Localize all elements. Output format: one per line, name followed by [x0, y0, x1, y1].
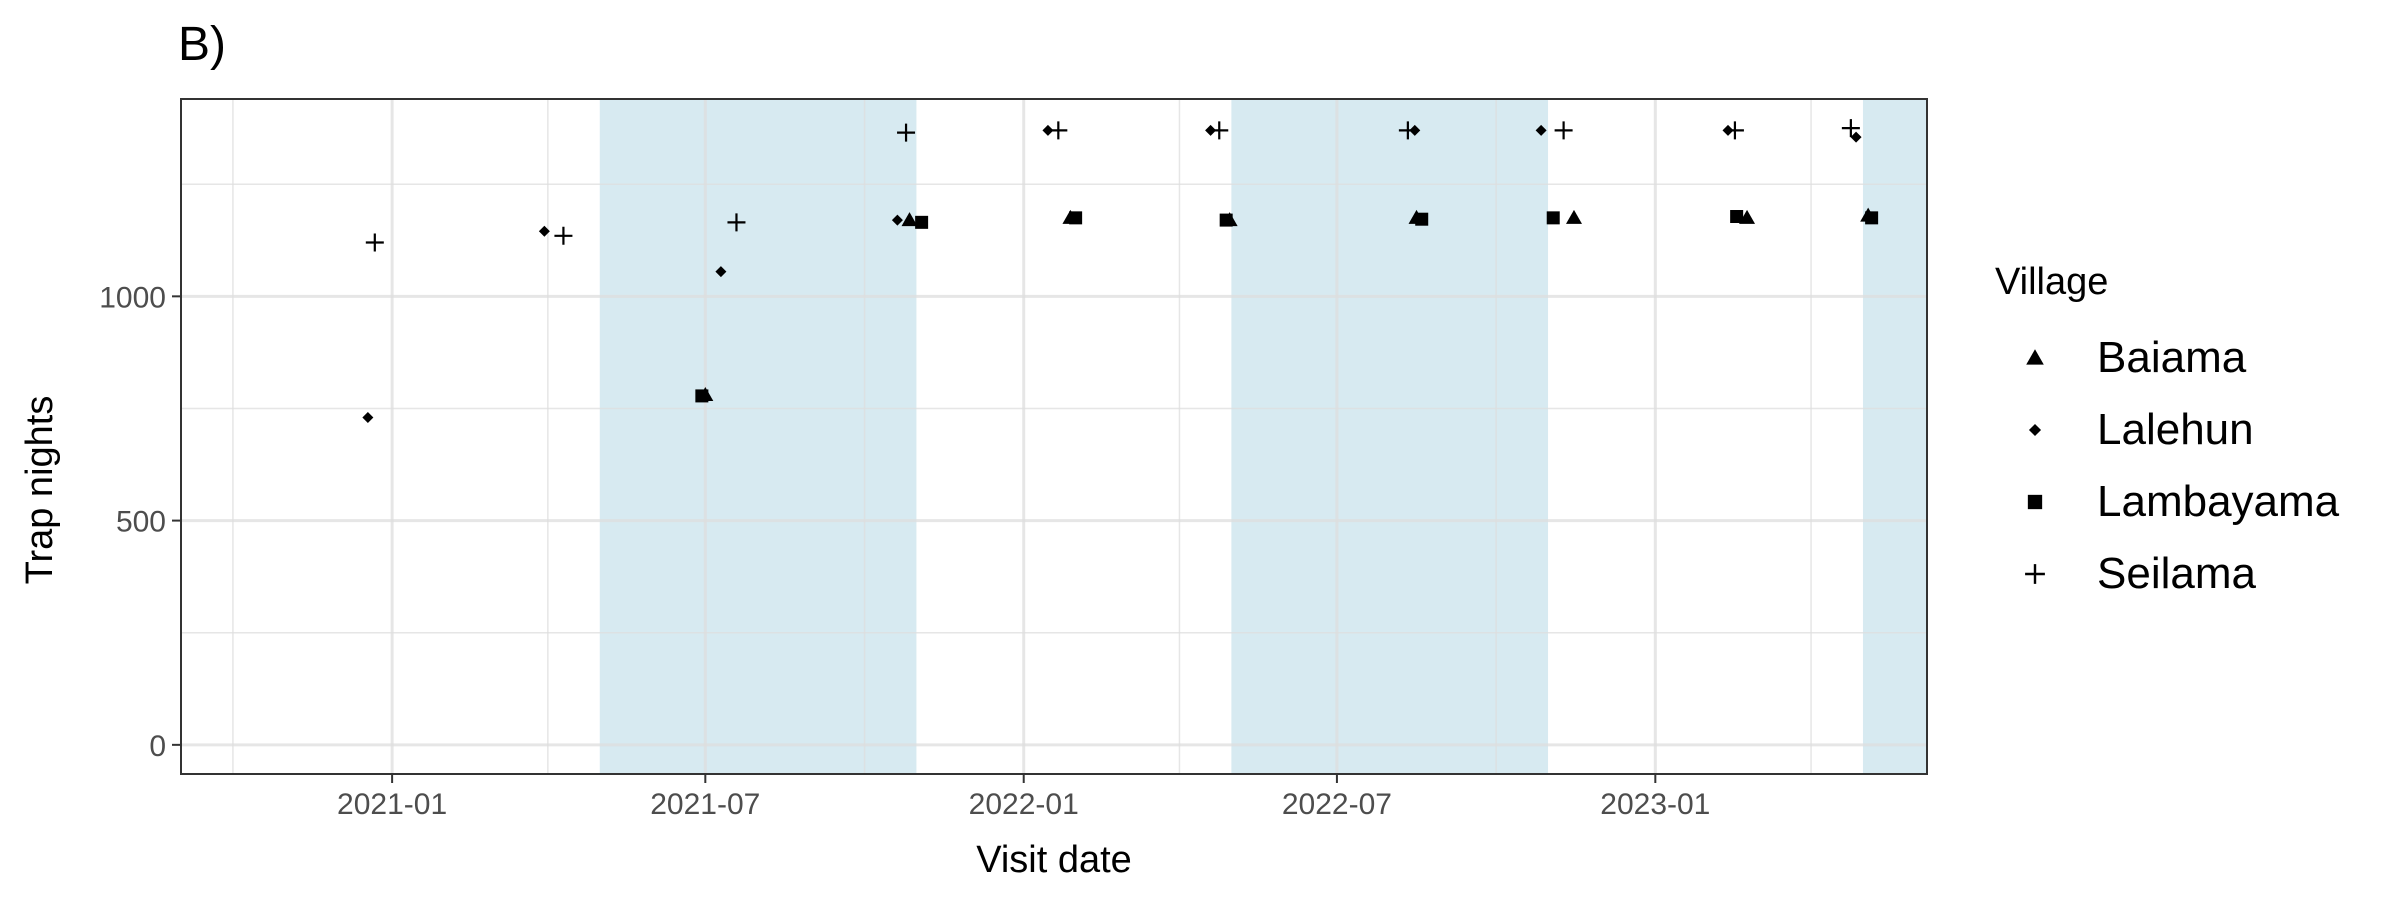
shaded-period — [1862, 99, 1927, 774]
x-tick-label: 2022-07 — [1282, 788, 1392, 821]
point-lalehun — [538, 225, 550, 237]
point-lalehun — [1042, 124, 1054, 136]
y-tick-label: 1000 — [99, 281, 166, 314]
legend-key-lambayama — [2027, 494, 2043, 510]
legend: Village Baiama Lalehun Lambayama Seilama — [1995, 261, 2340, 598]
legend-label-lambayama: Lambayama — [2097, 477, 2340, 526]
shaded-periods — [599, 99, 1927, 774]
x-tick-label: 2021-07 — [650, 788, 760, 821]
shaded-period — [599, 99, 917, 774]
x-tick-label: 2022-01 — [969, 788, 1079, 821]
panel-label: B) — [178, 18, 226, 71]
point-lambayama — [1415, 212, 1429, 226]
axes: 2021-01 2021-07 2022-01 2022-07 2023-01 0 500 1… — [99, 281, 1710, 821]
plot-panel-border — [180, 98, 1928, 775]
shaded-period — [1231, 99, 1549, 774]
x-axis-title: Visit date — [976, 839, 1132, 881]
y-tick-label: 500 — [116, 506, 166, 539]
point-lalehun — [891, 214, 903, 226]
point-lambayama — [695, 389, 709, 403]
legend-title: Village — [1995, 261, 2108, 303]
point-baiama — [1565, 209, 1582, 224]
point-lambayama — [1730, 210, 1744, 224]
point-seilama — [1841, 119, 1860, 138]
point-lalehun — [715, 266, 727, 278]
point-seilama — [727, 213, 746, 232]
grid-lines — [181, 99, 1927, 774]
x-tick-label: 2021-01 — [337, 788, 447, 821]
y-tick-label: 0 — [149, 730, 166, 763]
point-baiama — [901, 212, 918, 227]
legend-label-seilama: Seilama — [2097, 549, 2256, 598]
point-lambayama — [1546, 211, 1560, 225]
point-lambayama — [1219, 213, 1233, 227]
data-points — [362, 119, 1879, 423]
point-seilama — [897, 123, 916, 142]
point-lalehun — [1535, 124, 1547, 136]
point-lalehun — [1850, 131, 1862, 143]
point-lambayama — [1865, 211, 1879, 225]
point-seilama — [1398, 121, 1417, 140]
legend-key-baiama — [2026, 349, 2044, 365]
point-seilama — [554, 226, 573, 245]
point-seilama — [1210, 121, 1229, 140]
point-lambayama — [915, 215, 929, 229]
point-seilama — [1049, 121, 1068, 140]
legend-label-lalehun: Lalehun — [2097, 405, 2254, 454]
point-seilama — [365, 233, 384, 252]
legend-key-lalehun — [2028, 423, 2042, 437]
legend-key-seilama — [2025, 564, 2045, 584]
legend-label-baiama: Baiama — [2097, 333, 2247, 382]
x-tick-label: 2023-01 — [1600, 788, 1710, 821]
point-lalehun — [362, 411, 374, 423]
y-axis-title: Trap nights — [19, 396, 61, 585]
point-seilama — [1725, 121, 1744, 140]
point-seilama — [1554, 121, 1573, 140]
point-lambayama — [1069, 211, 1083, 225]
